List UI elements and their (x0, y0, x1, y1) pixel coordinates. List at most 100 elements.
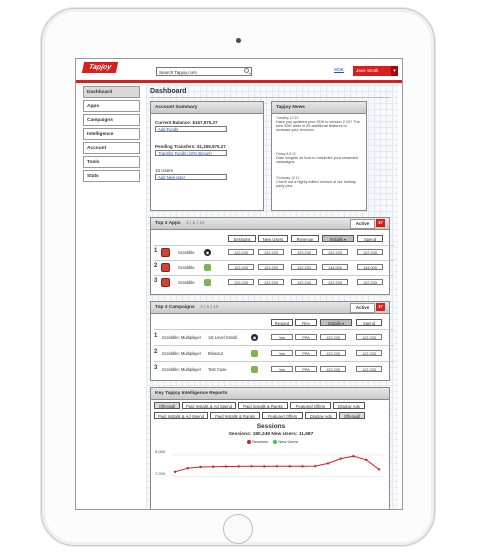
chart-subtitle: Sessions: 180,249 New Users: 11,687 (228, 432, 314, 437)
active-filter-button[interactable]: Active (350, 303, 375, 313)
android-platform-icon (204, 264, 211, 271)
app-name[interactable]: Scrabble (178, 250, 195, 255)
installs-value: 122,233 (320, 334, 346, 340)
divider (154, 345, 394, 346)
count-links[interactable]: 3 | 5 | 10 (185, 221, 205, 226)
sessions-data-point[interactable] (288, 465, 291, 468)
sessions-data-point[interactable] (173, 470, 177, 473)
panel-title: Tapjoy News (272, 102, 366, 114)
page-title: Dashboard (150, 88, 187, 95)
count-badge: 37 (376, 219, 385, 227)
sidebar-item-tools[interactable]: Tools (83, 156, 140, 168)
top-apps-panel: Top 3 Apps 3 | 5 | 10 Active 37 Sessions… (150, 217, 394, 295)
transfer-funds-link[interactable]: Transfer Funds (10% Bonus) (155, 150, 227, 156)
chart-title: Sessions (256, 423, 286, 430)
account-summary-panel: Account Summary Current Balance: $167,97… (150, 101, 264, 211)
sessions-data-point[interactable] (186, 467, 189, 470)
display-ads-button[interactable]: Display Ads (305, 412, 337, 419)
new-users-column-button[interactable]: New Users (258, 235, 288, 242)
panel-title: Top 3 Apps (155, 221, 181, 226)
scrabble-app-icon[interactable] (161, 278, 170, 287)
divider (154, 245, 394, 246)
rank: 3 (154, 365, 158, 371)
tapjoy-logo[interactable]: Tapjoy (81, 62, 119, 73)
sessions-legend-icon (247, 439, 251, 444)
sessions-data-point[interactable] (212, 465, 215, 468)
paid-installs-ad-spend-button[interactable]: Paid Installs & Ad Spend (182, 402, 236, 409)
paid-installs-ranks-button[interactable]: Paid Installs & Ranks (210, 412, 260, 419)
legend-new-users: New Users (278, 439, 298, 444)
android-platform-icon (251, 350, 258, 357)
home-button[interactable] (223, 514, 253, 544)
rev-column-button[interactable]: Rev (295, 319, 317, 326)
scrabble-app-icon[interactable] (161, 248, 170, 257)
count-badge: 37 (376, 303, 385, 311)
reward-column-button[interactable]: Reward (271, 319, 293, 326)
app-name[interactable]: Scrabble (178, 280, 195, 285)
paid-installs-ad-spend-button[interactable]: Paid Installs & Ad Spend (154, 412, 208, 419)
display-ads-button[interactable]: Display Ads (333, 402, 365, 409)
sessions-data-point[interactable] (301, 465, 304, 468)
campaign-name[interactable]: Blowout (208, 351, 223, 356)
rank: 1 (154, 248, 158, 254)
add-funds-link[interactable]: Add Funds (155, 126, 227, 132)
spend-value: 122,233 (357, 279, 383, 285)
sessions-data-point[interactable] (377, 468, 381, 471)
campaign-name[interactable]: 1st Level Install (208, 335, 237, 340)
android-platform-icon (204, 279, 211, 286)
offerwall-report-button[interactable]: Offerwall (339, 412, 365, 419)
spend-column-button[interactable]: Spend (356, 319, 382, 326)
campaign-name[interactable]: Test Case (208, 367, 227, 372)
sessions-data-point[interactable] (237, 465, 240, 468)
sessions-data-point[interactable] (326, 462, 330, 465)
paid-installs-ranks-button[interactable]: Paid Installs & Ranks (238, 402, 288, 409)
user-menu-button[interactable]: Jane Smith (353, 66, 391, 76)
sessions-column-button[interactable]: Sessions (228, 235, 256, 242)
header-accent-bar (76, 80, 402, 83)
top-bar: Tapjoy Search Tapjoy.com SDK Jane Smith … (76, 59, 402, 81)
revenue-column-button[interactable]: Revenue (291, 235, 319, 242)
sidebar-item-account[interactable]: Account (83, 142, 140, 154)
search-icon[interactable] (244, 68, 249, 73)
featured-offers-button[interactable]: Featured Offers (262, 412, 303, 419)
count-links[interactable]: 3 | 5 | 10 (199, 305, 219, 310)
sdk-link[interactable]: SDK (334, 68, 344, 73)
sessions-data-point[interactable] (224, 465, 228, 468)
installs-value: 144,000 (322, 264, 348, 270)
campaign-app-name[interactable]: Scrabble: Multiplayer (162, 367, 202, 372)
sidebar-item-intelligence[interactable]: Intelligence (83, 128, 140, 140)
sessions-data-point[interactable] (352, 455, 355, 458)
sessions-data-point[interactable] (250, 465, 253, 468)
news-text[interactable]: Have you updated your SDK to version 2.1… (276, 120, 360, 132)
offerwall-report-button[interactable]: Offerwall (154, 402, 180, 409)
new-users-value: 122,233 (258, 249, 284, 255)
search-input[interactable]: Search Tapjoy.com (156, 67, 252, 76)
sessions-data-point[interactable] (314, 464, 317, 468)
sessions-data-point[interactable] (199, 465, 202, 469)
chart-legend: Sessions New Users (247, 439, 298, 444)
campaign-app-name[interactable]: Scrabble: Multiplayer (162, 351, 202, 356)
installs-column-button[interactable]: Installs ▾ (322, 235, 354, 242)
chevron-down-icon[interactable]: ▾ (391, 66, 398, 76)
news-text[interactable]: Gain insights on how to maximize your re… (276, 156, 358, 164)
sidebar-item-dashboard[interactable]: Dashboard (83, 86, 140, 98)
active-filter-button[interactable]: Active (350, 219, 375, 229)
sessions-data-point[interactable] (365, 458, 368, 461)
new-users-value: 122,233 (258, 264, 284, 270)
spend-column-button[interactable]: Spend (357, 235, 383, 242)
installs-column-button[interactable]: Installs ▾ (320, 319, 352, 326)
news-text[interactable]: Check out a highly edited version of our… (276, 180, 356, 188)
scrabble-app-icon[interactable] (161, 263, 170, 272)
app-name[interactable]: Scrabble (178, 265, 195, 270)
sessions-data-point[interactable] (339, 457, 342, 460)
spend-value: 122,233 (357, 249, 383, 255)
sessions-data-point[interactable] (275, 465, 279, 468)
featured-offers-button[interactable]: Featured Offers (290, 402, 331, 409)
sidebar-item-campaigns[interactable]: Campaigns (83, 114, 140, 126)
campaign-app-name[interactable]: Scrabble: Multiplayer (162, 335, 202, 340)
rev-value: PPA (295, 366, 317, 372)
sidebar-item-apps[interactable]: Apps (83, 100, 140, 112)
sessions-data-point[interactable] (263, 465, 266, 468)
add-new-user-link[interactable]: Add New User (155, 174, 227, 180)
sidebar-item-stats[interactable]: Stats (83, 170, 140, 182)
